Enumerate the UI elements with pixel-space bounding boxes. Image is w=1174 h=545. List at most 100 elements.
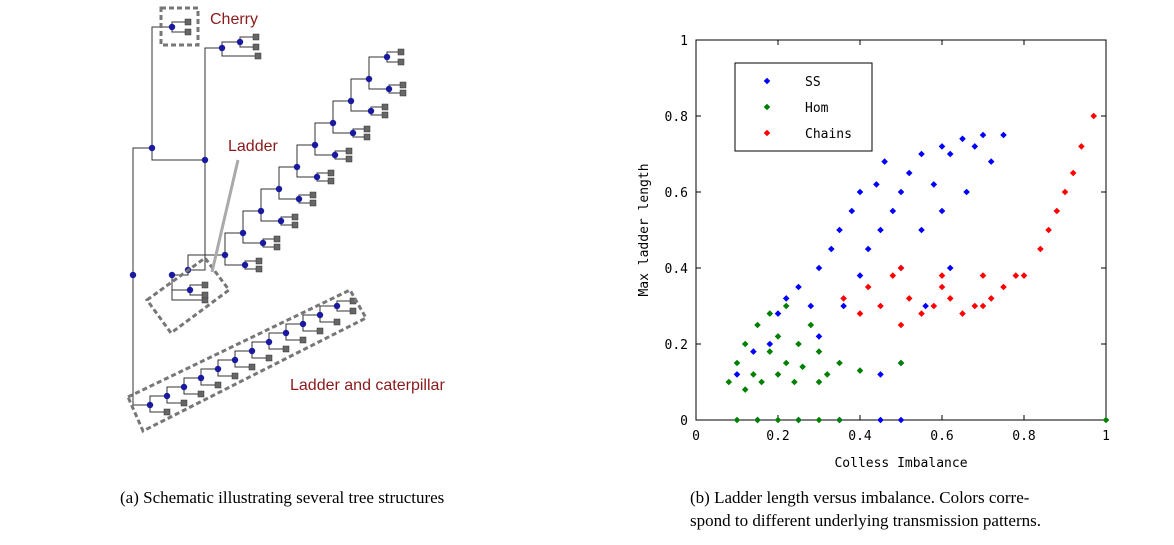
tree-edge — [188, 160, 206, 271]
point — [1000, 131, 1007, 139]
point — [782, 359, 790, 367]
tree-edge — [224, 255, 245, 266]
tree-leaf — [184, 28, 192, 36]
tree-node — [311, 141, 319, 149]
point — [856, 272, 864, 279]
point — [836, 359, 843, 367]
tree-node — [239, 229, 247, 237]
caterpillar-box — [126, 288, 369, 434]
y-axis-label: Max ladder length — [637, 163, 652, 296]
point — [971, 302, 979, 310]
point — [1012, 272, 1020, 279]
y-tick-label: 0.2 — [665, 338, 688, 353]
point — [979, 302, 987, 310]
point — [840, 302, 847, 310]
tree-edge — [350, 101, 371, 112]
tree-node — [295, 195, 303, 203]
tree-edge — [260, 188, 279, 211]
tree-node — [331, 151, 339, 159]
point — [774, 333, 782, 340]
tree-leaf — [333, 318, 341, 326]
x-tick-label: 0.6 — [930, 429, 953, 444]
tree-edge — [132, 147, 152, 275]
legend-marker — [763, 103, 771, 111]
point — [774, 310, 782, 317]
tree-node — [231, 356, 239, 364]
tree-leaf — [399, 81, 407, 89]
point — [815, 416, 823, 424]
point — [766, 310, 774, 317]
point — [946, 295, 954, 302]
point — [889, 272, 897, 279]
point — [754, 416, 761, 424]
ladder-box — [144, 255, 232, 336]
y-tick-label: 0.6 — [665, 186, 688, 201]
tree-node — [129, 271, 137, 279]
point — [881, 158, 888, 165]
point — [795, 283, 802, 291]
x-tick-label: 1 — [1102, 429, 1110, 444]
tree-edge — [242, 233, 263, 244]
tree-node — [365, 75, 373, 83]
point — [938, 283, 946, 291]
point — [1000, 283, 1007, 291]
tree-edge — [132, 275, 150, 406]
point — [766, 348, 774, 355]
tree-leaf — [309, 199, 317, 207]
tree-node — [236, 38, 244, 46]
point — [815, 378, 823, 386]
caption-b-line: (b) Ladder length versus imbalance. Colo… — [690, 488, 1030, 507]
point — [1037, 245, 1044, 253]
point — [918, 310, 925, 317]
tree-node — [282, 329, 290, 337]
point — [750, 348, 757, 355]
tree-leaf — [201, 291, 209, 299]
y-tick-label: 1 — [680, 34, 688, 49]
x-tick-label: 0.4 — [848, 429, 872, 444]
point — [1078, 143, 1085, 150]
legend-marker — [763, 129, 771, 137]
tree-leaf — [214, 381, 222, 389]
ladder-label: Ladder — [228, 138, 278, 155]
cherry-label: Cherry — [210, 11, 258, 28]
tree-node — [163, 392, 171, 400]
tree-leaf — [180, 399, 188, 407]
tree-node — [148, 144, 156, 152]
tree-node — [168, 23, 176, 31]
point — [938, 143, 946, 150]
point — [856, 367, 864, 374]
point — [840, 295, 847, 302]
point — [979, 131, 987, 139]
tree-leaf — [299, 336, 307, 344]
point — [782, 302, 790, 310]
point — [877, 226, 884, 234]
point — [971, 143, 979, 150]
caption-b-line: spond to different underlying transmissi… — [690, 511, 1041, 530]
x-axis-label: Colless Imbalance — [834, 456, 967, 471]
tree-node — [367, 107, 375, 115]
tree-leaf — [327, 177, 335, 185]
tree-node — [259, 239, 267, 247]
point — [877, 371, 884, 378]
tree-leaf — [231, 372, 239, 380]
legend-marker — [763, 77, 771, 85]
tree-leaf — [273, 235, 281, 243]
tree-node — [293, 163, 301, 171]
point — [1102, 416, 1110, 424]
tree-node — [329, 119, 337, 127]
point — [864, 283, 872, 291]
tree-leaf — [255, 257, 263, 265]
point — [897, 264, 905, 272]
point — [823, 371, 831, 378]
point — [987, 295, 995, 302]
tree-leaf — [291, 221, 299, 229]
point — [959, 310, 966, 317]
point — [963, 188, 970, 196]
tree-edge — [171, 275, 205, 301]
x-tick-label: 0 — [692, 429, 700, 444]
tree-node — [248, 347, 256, 355]
point — [930, 181, 938, 188]
tree-leaf — [345, 147, 353, 155]
y-tick-label: 0 — [680, 414, 688, 429]
